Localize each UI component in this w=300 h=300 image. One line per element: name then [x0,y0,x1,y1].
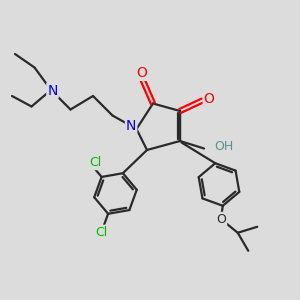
Text: O: O [216,213,226,226]
Text: O: O [204,92,214,106]
Text: O: O [136,66,147,80]
Text: N: N [126,119,136,133]
Text: N: N [47,84,58,98]
Text: OH: OH [214,140,234,154]
Text: Cl: Cl [90,156,102,169]
Text: Cl: Cl [95,226,107,239]
